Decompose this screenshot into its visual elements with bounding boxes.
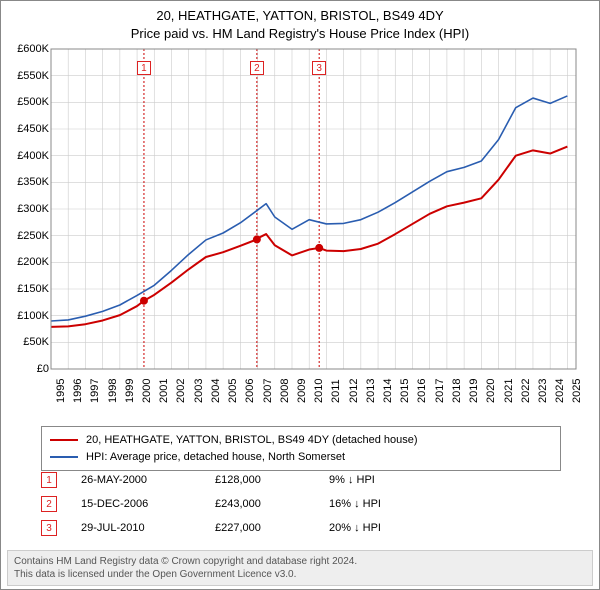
x-tick-label: 2019 — [468, 379, 480, 403]
x-tick-label: 2007 — [262, 379, 274, 403]
x-tick-label: 2023 — [537, 379, 549, 403]
event-row: 3 29-JUL-2010 £227,000 20% ↓ HPI — [41, 516, 561, 540]
x-tick-label: 1996 — [72, 379, 84, 403]
legend: 20, HEATHGATE, YATTON, BRISTOL, BS49 4DY… — [41, 426, 561, 471]
y-axis: £0£50K£100K£150K£200K£250K£300K£350K£400… — [7, 49, 49, 369]
x-tick-label: 2024 — [554, 379, 566, 403]
legend-label: 20, HEATHGATE, YATTON, BRISTOL, BS49 4DY… — [86, 432, 418, 449]
y-tick-label: £300K — [7, 203, 49, 215]
plot-area — [51, 49, 576, 369]
event-price: £227,000 — [215, 522, 305, 534]
legend-swatch — [50, 456, 78, 458]
x-tick-label: 2021 — [503, 379, 515, 403]
footer-line2: This data is licensed under the Open Gov… — [14, 568, 586, 581]
x-tick-label: 2016 — [416, 379, 428, 403]
x-tick-label: 2003 — [193, 379, 205, 403]
y-tick-label: £450K — [7, 123, 49, 135]
footer-line1: Contains HM Land Registry data © Crown c… — [14, 555, 586, 568]
x-tick-label: 2011 — [330, 379, 342, 403]
x-tick-label: 1995 — [55, 379, 67, 403]
event-marker: 1 — [41, 472, 57, 488]
y-tick-label: £0 — [7, 363, 49, 375]
y-tick-label: £600K — [7, 43, 49, 55]
y-tick-label: £350K — [7, 176, 49, 188]
event-diff: 20% ↓ HPI — [329, 522, 419, 534]
x-tick-label: 2012 — [348, 379, 360, 403]
x-tick-label: 2006 — [244, 379, 256, 403]
legend-label: HPI: Average price, detached house, Nort… — [86, 449, 345, 466]
x-tick-label: 2025 — [571, 379, 583, 403]
legend-row: HPI: Average price, detached house, Nort… — [50, 449, 552, 466]
event-row: 2 15-DEC-2006 £243,000 16% ↓ HPI — [41, 492, 561, 516]
x-tick-label: 2018 — [451, 379, 463, 403]
chart-marker: 2 — [250, 61, 264, 75]
y-tick-label: £500K — [7, 96, 49, 108]
y-tick-label: £400K — [7, 150, 49, 162]
chart-marker: 1 — [137, 61, 151, 75]
y-tick-label: £550K — [7, 70, 49, 82]
title-block: 20, HEATHGATE, YATTON, BRISTOL, BS49 4DY… — [1, 1, 599, 44]
plot-svg — [51, 49, 576, 369]
event-date: 29-JUL-2010 — [81, 522, 191, 534]
x-tick-label: 2002 — [175, 379, 187, 403]
event-price: £243,000 — [215, 498, 305, 510]
x-tick-label: 2008 — [279, 379, 291, 403]
event-diff: 16% ↓ HPI — [329, 498, 419, 510]
x-tick-label: 2022 — [520, 379, 532, 403]
x-tick-label: 2014 — [382, 379, 394, 403]
legend-row: 20, HEATHGATE, YATTON, BRISTOL, BS49 4DY… — [50, 432, 552, 449]
event-marker: 2 — [41, 496, 57, 512]
x-tick-label: 2015 — [399, 379, 411, 403]
chart-container: 20, HEATHGATE, YATTON, BRISTOL, BS49 4DY… — [0, 0, 600, 590]
event-date: 26-MAY-2000 — [81, 474, 191, 486]
y-tick-label: £50K — [7, 336, 49, 348]
title-line1: 20, HEATHGATE, YATTON, BRISTOL, BS49 4DY — [1, 7, 599, 25]
x-tick-label: 2017 — [434, 379, 446, 403]
x-tick-label: 1999 — [124, 379, 136, 403]
title-line2: Price paid vs. HM Land Registry's House … — [1, 25, 599, 43]
footer: Contains HM Land Registry data © Crown c… — [7, 550, 593, 586]
x-tick-label: 2001 — [158, 379, 170, 403]
y-tick-label: £200K — [7, 256, 49, 268]
x-tick-label: 2009 — [296, 379, 308, 403]
y-tick-label: £100K — [7, 310, 49, 322]
event-price: £128,000 — [215, 474, 305, 486]
event-row: 1 26-MAY-2000 £128,000 9% ↓ HPI — [41, 468, 561, 492]
x-tick-label: 2005 — [227, 379, 239, 403]
legend-swatch — [50, 439, 78, 441]
chart-marker: 3 — [312, 61, 326, 75]
event-date: 15-DEC-2006 — [81, 498, 191, 510]
y-tick-label: £150K — [7, 283, 49, 295]
events-table: 1 26-MAY-2000 £128,000 9% ↓ HPI 2 15-DEC… — [41, 468, 561, 540]
y-tick-label: £250K — [7, 230, 49, 242]
event-diff: 9% ↓ HPI — [329, 474, 419, 486]
x-tick-label: 1998 — [107, 379, 119, 403]
event-marker: 3 — [41, 520, 57, 536]
x-tick-label: 2013 — [365, 379, 377, 403]
x-tick-label: 2000 — [141, 379, 153, 403]
x-tick-label: 2004 — [210, 379, 222, 403]
x-tick-label: 1997 — [89, 379, 101, 403]
x-axis: 1995 1996 1997 1998 1999 2000 2001 2002 2003 2004… — [51, 369, 576, 429]
x-tick-label: 2010 — [313, 379, 325, 403]
x-tick-label: 2020 — [485, 379, 497, 403]
